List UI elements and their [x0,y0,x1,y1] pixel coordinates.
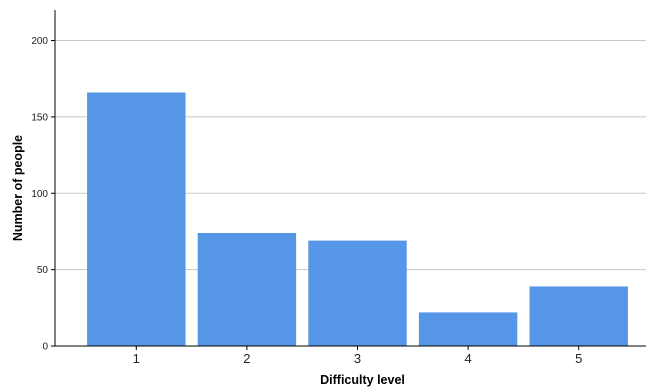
bar-1 [87,92,186,347]
y-tick-labels: 0 50 100 150 200 [31,36,55,353]
x-tick-label: 1 [133,351,140,366]
y-tick-label: 100 [31,189,48,200]
y-tick-label: 200 [31,36,48,47]
bar-2 [197,232,297,346]
y-axis-title: Number of people [11,135,25,241]
bar-5 [529,286,628,346]
x-tick-labels: 1 2 3 4 5 [133,346,582,366]
x-axis-title: Difficulty level [320,373,405,387]
axes [54,10,646,347]
y-tick-label: 0 [42,342,48,353]
x-tick-label: 4 [464,351,471,366]
y-tick-label: 50 [37,265,49,276]
bar-4 [418,312,518,346]
y-tick-label: 150 [31,112,48,123]
bars [87,92,628,347]
x-tick-label: 5 [575,351,582,366]
x-tick-label: 2 [243,351,250,366]
bar-3 [308,240,407,346]
x-tick-label: 3 [354,351,361,366]
